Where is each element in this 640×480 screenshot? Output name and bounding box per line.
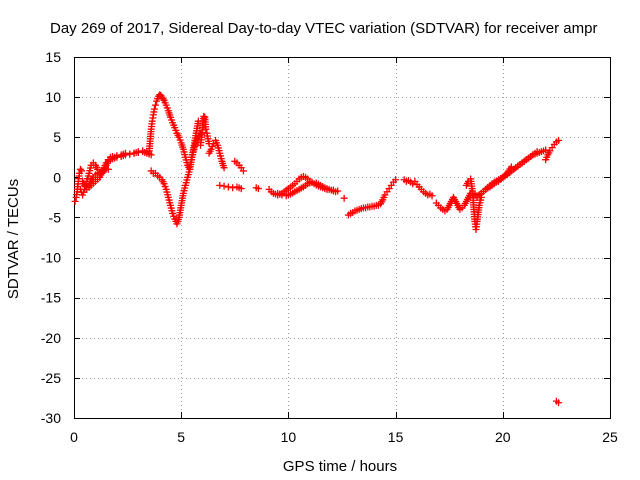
data-point [121, 151, 129, 159]
y-tick-label: -10 [41, 250, 61, 266]
data-point [202, 125, 210, 133]
data-point [340, 194, 348, 202]
y-tick-label: 15 [45, 49, 61, 65]
y-tick-label: 10 [45, 89, 61, 105]
data-point [254, 185, 262, 193]
y-tick-label: -5 [49, 209, 62, 225]
data-point [78, 167, 86, 175]
plot-border [74, 57, 611, 419]
data-point [220, 164, 228, 172]
data-point [555, 136, 563, 144]
y-tick-label: 5 [53, 129, 61, 145]
data-point [151, 101, 159, 109]
y-tick-label: -25 [41, 370, 61, 386]
y-tick-label: -15 [41, 290, 61, 306]
x-tick-label: 20 [495, 429, 511, 445]
x-tick-label: 15 [388, 429, 404, 445]
data-point [325, 185, 333, 193]
data-point [113, 153, 121, 161]
data-point [334, 187, 342, 195]
data-points [71, 91, 563, 407]
data-point [229, 184, 237, 192]
data-point [159, 95, 167, 103]
x-tick-label: 10 [281, 429, 297, 445]
data-point [150, 105, 158, 113]
data-point [139, 147, 147, 155]
x-axis-label: GPS time / hours [283, 458, 397, 475]
x-tick-label: 25 [602, 429, 618, 445]
data-point [71, 197, 79, 205]
plot-frame [74, 57, 611, 419]
y-tick-label: -20 [41, 330, 61, 346]
data-point [507, 163, 515, 171]
data-point [200, 112, 208, 120]
y-tick-label: -30 [41, 410, 61, 426]
data-point [555, 399, 563, 407]
x-tick-label: 5 [177, 429, 185, 445]
y-axis-ticks: -30 -25 -20 -15 -10 -5 0 5 10 15 [41, 49, 610, 426]
data-point [237, 185, 245, 193]
y-axis-label: SDTVAR / TECUs [5, 179, 22, 299]
data-point [239, 167, 247, 175]
data-point [76, 165, 84, 173]
data-point [329, 186, 337, 194]
data-point [134, 148, 142, 156]
data-point [220, 182, 228, 190]
data-point [216, 181, 224, 189]
grid-lines [74, 57, 610, 418]
data-point [392, 176, 400, 184]
data-point [308, 178, 316, 186]
data-point [126, 150, 134, 158]
x-tick-label: 0 [70, 429, 78, 445]
data-point [224, 183, 232, 191]
chart-title: Day 269 of 2017, Sidereal Day-to-day VTE… [50, 20, 597, 37]
data-point [428, 192, 436, 200]
data-point [278, 191, 286, 199]
y-tick-label: 0 [53, 169, 61, 185]
x-axis-ticks: 0 5 10 15 20 25 [70, 57, 618, 445]
data-point [533, 148, 541, 156]
